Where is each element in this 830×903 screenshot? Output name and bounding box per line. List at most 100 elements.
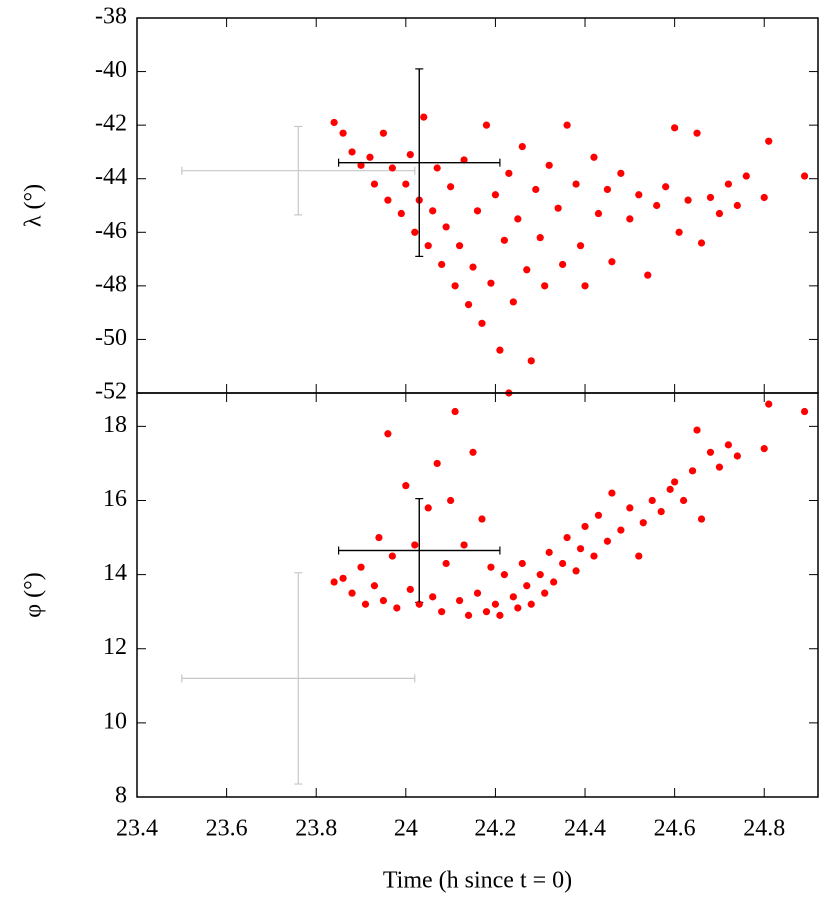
point: [532, 185, 540, 194]
x-tick-label: 23.8: [295, 816, 337, 842]
x-tick-label: 23.6: [206, 816, 248, 842]
point: [487, 563, 495, 571]
point: [411, 541, 419, 549]
point: [603, 185, 612, 194]
y-tick-label: -52: [95, 379, 127, 405]
point: [581, 522, 589, 531]
point: [478, 515, 486, 523]
point: [715, 209, 724, 218]
point: [505, 169, 513, 177]
point: [684, 196, 692, 204]
point: [706, 448, 715, 456]
point: [536, 571, 544, 579]
point: [800, 172, 809, 180]
point: [406, 585, 414, 594]
point: [760, 444, 768, 453]
point: [617, 526, 625, 534]
point: [447, 183, 455, 191]
y-tick-label: 12: [103, 634, 127, 660]
point: [527, 357, 535, 365]
x-tick-label: 24.4: [564, 816, 606, 842]
point: [478, 319, 486, 327]
point: [715, 463, 724, 471]
point: [464, 301, 473, 309]
point: [514, 604, 522, 612]
point: [536, 234, 544, 242]
point: [550, 578, 558, 586]
point: [438, 608, 446, 616]
point: [442, 223, 450, 231]
point: [523, 266, 531, 274]
point: [357, 563, 365, 571]
y-tick-label: -48: [95, 271, 127, 297]
point: [639, 519, 647, 527]
y-tick-label: 16: [103, 486, 127, 512]
point: [608, 258, 616, 266]
point: [429, 207, 437, 215]
y-tick-label: 18: [103, 412, 127, 438]
point: [473, 589, 482, 597]
point: [447, 496, 455, 505]
point: [541, 282, 549, 290]
point: [330, 578, 338, 586]
point: [697, 239, 706, 247]
point: [724, 180, 732, 188]
point: [464, 611, 473, 619]
point: [384, 196, 392, 204]
point: [455, 242, 464, 250]
point: [473, 207, 482, 215]
plot-frame: [136, 392, 819, 798]
point: [563, 121, 571, 129]
point: [545, 548, 553, 556]
point: [635, 191, 643, 199]
point: [733, 201, 741, 210]
point: [765, 137, 773, 145]
point: [370, 582, 379, 590]
point: [339, 129, 347, 137]
point: [469, 263, 477, 271]
point: [662, 183, 670, 191]
point: [460, 156, 468, 164]
y-tick-label: 8: [115, 783, 127, 809]
point: [370, 180, 379, 188]
point: [594, 209, 603, 218]
point: [491, 191, 500, 199]
point: [424, 504, 432, 512]
point: [496, 611, 504, 619]
point: [339, 574, 347, 582]
point: [527, 600, 535, 608]
point: [554, 204, 562, 212]
point: [379, 596, 388, 605]
y-tick-label: -40: [95, 57, 127, 83]
point: [688, 467, 697, 475]
point: [500, 571, 508, 579]
point: [424, 242, 432, 250]
point: [348, 589, 356, 597]
point: [541, 589, 549, 597]
point: [482, 608, 491, 616]
point: [693, 426, 701, 434]
point: [406, 151, 414, 159]
point: [509, 298, 517, 306]
point: [429, 593, 437, 601]
y-tick-label: -46: [95, 218, 127, 244]
x-axis-label: Time (h since t = 0): [383, 868, 572, 894]
point: [366, 153, 374, 161]
point: [384, 430, 392, 438]
point: [482, 121, 491, 129]
y-tick-label: -44: [95, 164, 127, 190]
point: [666, 485, 674, 493]
y-tick-label: -50: [95, 325, 127, 351]
point: [433, 459, 441, 468]
point: [438, 260, 446, 269]
point: [514, 215, 522, 223]
point: [518, 559, 526, 568]
point: [460, 541, 468, 549]
point: [451, 282, 459, 290]
point: [760, 193, 768, 202]
point: [675, 228, 683, 236]
point: [433, 164, 441, 172]
x-tick-label: 23.4: [116, 816, 158, 842]
point: [576, 545, 585, 553]
